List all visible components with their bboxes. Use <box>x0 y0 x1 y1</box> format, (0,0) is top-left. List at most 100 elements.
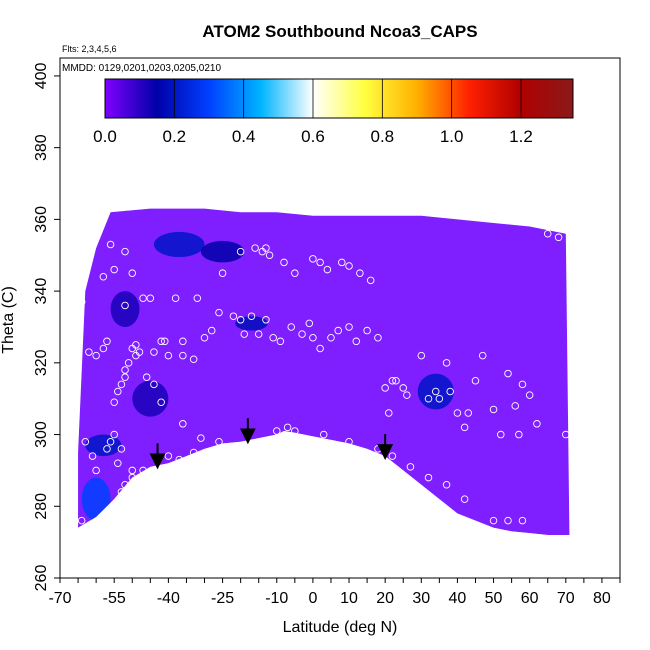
x-tick-label: 30 <box>412 590 430 607</box>
y-tick-label: 280 <box>33 493 50 520</box>
obs-point <box>385 409 393 417</box>
obs-point <box>117 380 126 389</box>
obs-point <box>269 333 277 342</box>
dark-patch <box>153 231 205 258</box>
colorbar-tick-label: 1.2 <box>509 127 533 146</box>
obs-point <box>366 276 375 285</box>
obs-point <box>525 391 534 399</box>
mask-layer <box>78 430 570 578</box>
y-tick-label: 360 <box>33 206 50 233</box>
obs-point <box>251 244 259 252</box>
obs-point <box>460 423 469 432</box>
obs-point <box>215 308 223 317</box>
obs-point <box>305 319 314 328</box>
obs-point <box>135 477 144 485</box>
obs-point <box>150 348 158 356</box>
colorbar-ramp <box>104 78 574 119</box>
obs-point <box>236 247 245 256</box>
obs-point <box>435 394 444 403</box>
obs-point <box>200 333 209 342</box>
obs-point <box>218 269 227 277</box>
dark-patch <box>417 373 454 410</box>
obs-point <box>363 326 371 335</box>
field-area <box>78 208 570 535</box>
obs-point <box>356 269 364 277</box>
obs-point <box>193 294 202 303</box>
obs-point <box>478 351 487 360</box>
obs-point <box>139 294 147 303</box>
x-tick-label: 50 <box>485 590 503 607</box>
x-axis-label: Latitude (deg N) <box>283 619 398 636</box>
obs-point <box>247 312 256 320</box>
obs-point <box>121 301 129 310</box>
x-tick-label: 80 <box>593 590 611 607</box>
obs-point <box>139 466 147 475</box>
x-tick-label: -55 <box>103 590 126 607</box>
obs-point <box>489 516 498 525</box>
obs-point <box>515 430 523 439</box>
x-axis: -70 -55 -40 -25 -10 0 10 20 30 40 50 60 70 80 <box>48 578 621 607</box>
x-tick-label: 40 <box>449 590 467 607</box>
y-tick-label: 340 <box>33 278 50 305</box>
obs-point <box>157 337 165 346</box>
obs-point <box>103 445 111 453</box>
colorbar-tick-label: 0.6 <box>301 127 325 146</box>
y-tick-label: 320 <box>33 349 50 376</box>
obs-point <box>121 481 129 489</box>
y-tick-label: 400 <box>33 62 50 89</box>
obs-point <box>189 448 198 457</box>
x-tick-label: 0 <box>308 590 317 607</box>
x-tick-label: -40 <box>157 590 180 607</box>
obs-point <box>345 262 353 270</box>
x-tick-label: 10 <box>340 590 358 607</box>
obs-point <box>236 316 245 324</box>
obs-point <box>562 430 570 439</box>
obs-point <box>121 373 129 381</box>
obs-point <box>142 373 151 381</box>
obs-point <box>99 273 108 281</box>
obs-point <box>453 409 462 417</box>
obs-point <box>124 359 133 367</box>
dark-patches-layer <box>81 231 454 521</box>
x-tick-label: 60 <box>521 590 539 607</box>
obs-point <box>424 394 433 403</box>
obs-point <box>406 463 415 471</box>
obs-point <box>179 351 187 360</box>
y-tick-label: 380 <box>33 134 50 161</box>
plot-frame <box>59 57 621 579</box>
obs-point <box>171 294 180 303</box>
obs-point <box>511 402 519 410</box>
y-axis-label: Theta (C) <box>0 286 17 354</box>
obs-point <box>291 427 299 435</box>
dark-patch <box>132 380 169 417</box>
obs-point <box>88 452 97 460</box>
dark-patch <box>81 477 111 521</box>
obs-point <box>157 398 165 407</box>
x-tick-label: 20 <box>376 590 394 607</box>
colorbar-tick-label: 1.0 <box>440 127 464 146</box>
obs-point <box>327 333 335 342</box>
obs-point <box>161 337 169 346</box>
obs-point <box>345 323 353 331</box>
x-tick-label: 70 <box>557 590 575 607</box>
obs-point <box>283 423 292 432</box>
obs-point <box>197 434 205 442</box>
obs-point <box>464 409 473 417</box>
chart-title: ATOM2 Southbound Ncoa3_CAPS <box>202 22 477 41</box>
obs-point <box>70 308 79 317</box>
obs-point <box>179 337 187 346</box>
dark-patch <box>235 316 268 331</box>
obs-point <box>85 348 93 356</box>
obs-point <box>381 384 389 392</box>
obs-point <box>417 351 426 360</box>
obs-point <box>262 316 270 324</box>
obs-point <box>374 333 382 342</box>
obs-point <box>504 369 512 378</box>
obs-point <box>207 326 216 335</box>
colorbar-tick-label: 0.8 <box>371 127 395 146</box>
dates-label: MMDD: 0129,0201,0203,0205,0210 <box>62 63 221 74</box>
obs-point <box>128 269 137 277</box>
obs-point <box>81 437 90 446</box>
obs-point <box>114 459 122 467</box>
obs-point <box>319 430 328 439</box>
